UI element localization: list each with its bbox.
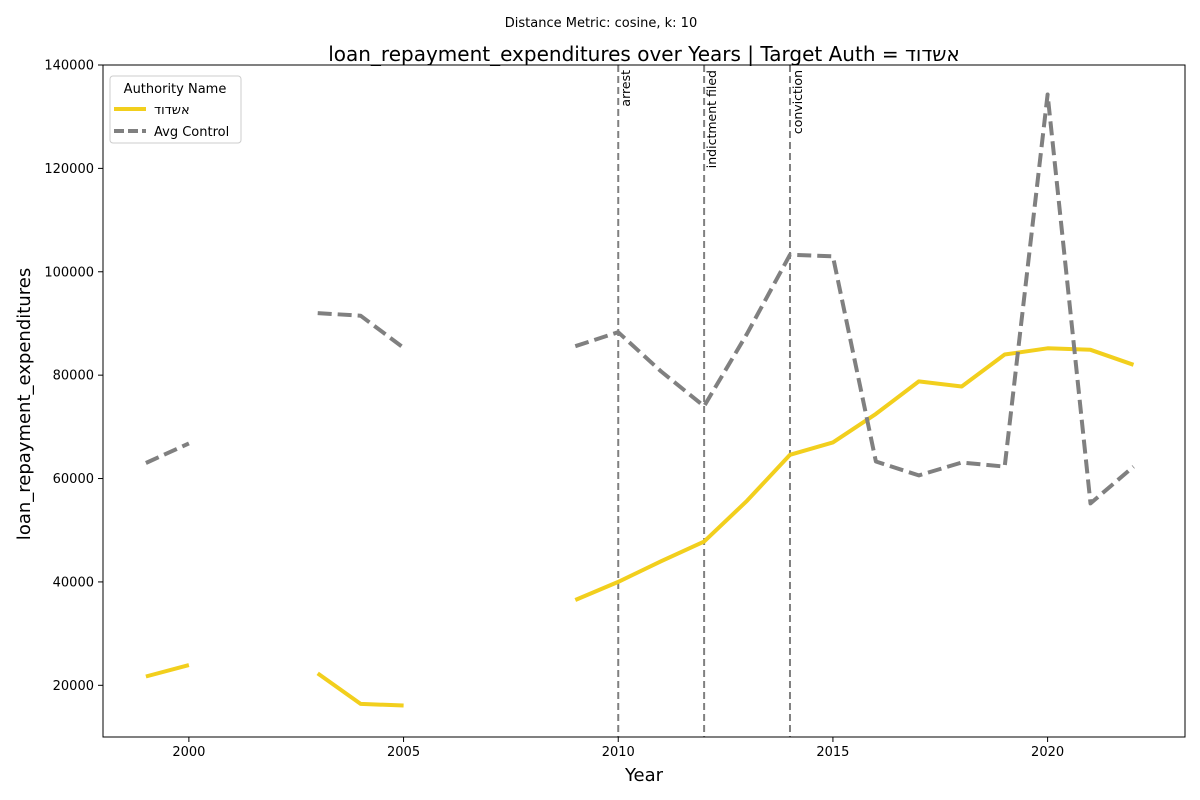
y-tick-label: 80000: [53, 369, 94, 384]
y-axis: 20000 40000 60000 80000 100000 120000 140000: [44, 59, 103, 694]
y-tick-label: 20000: [53, 679, 94, 694]
legend: Authority Name אשדוד Avg Control: [109, 75, 242, 144]
series-line-1: [574, 92, 1135, 506]
series-line-1: [145, 441, 190, 465]
y-tick-label: 60000: [53, 472, 94, 487]
legend-entry: Avg Control: [154, 125, 229, 140]
chart-title: loan_repayment_expenditures over Years |…: [328, 42, 960, 66]
legend-title: Authority Name: [124, 82, 227, 97]
legend-box: [109, 75, 242, 144]
series-layer: [145, 92, 1135, 708]
x-tick-label: 2020: [1031, 745, 1064, 760]
series-line-0: [316, 671, 404, 708]
x-axis: 2000 2005 2010 2015 2020: [172, 737, 1064, 760]
y-tick-label: 120000: [44, 162, 94, 177]
y-tick-label: 100000: [44, 265, 94, 280]
y-tick-label: 40000: [53, 575, 94, 590]
x-tick-label: 2015: [816, 745, 849, 760]
x-tick-label: 2005: [387, 745, 420, 760]
legend-entry: אשדוד: [154, 103, 190, 118]
x-axis-title: Year: [624, 765, 664, 786]
x-tick-label: 2010: [602, 745, 635, 760]
event-lines: arrest indictment filed conviction: [617, 65, 805, 737]
series-line-0: [574, 346, 1135, 602]
event-label: arrest: [618, 70, 633, 107]
plot-area-frame: [102, 64, 1186, 738]
x-tick-label: 2000: [172, 745, 205, 760]
event-label: indictment filed: [704, 70, 719, 168]
series-line-0: [145, 663, 190, 679]
y-axis-title: loan_repayment_expenditures: [14, 268, 35, 540]
event-label: conviction: [790, 70, 805, 134]
series-line-1: [317, 311, 405, 350]
chart-suptitle: Distance Metric: cosine, k: 10: [505, 16, 697, 31]
y-tick-label: 140000: [44, 59, 94, 74]
